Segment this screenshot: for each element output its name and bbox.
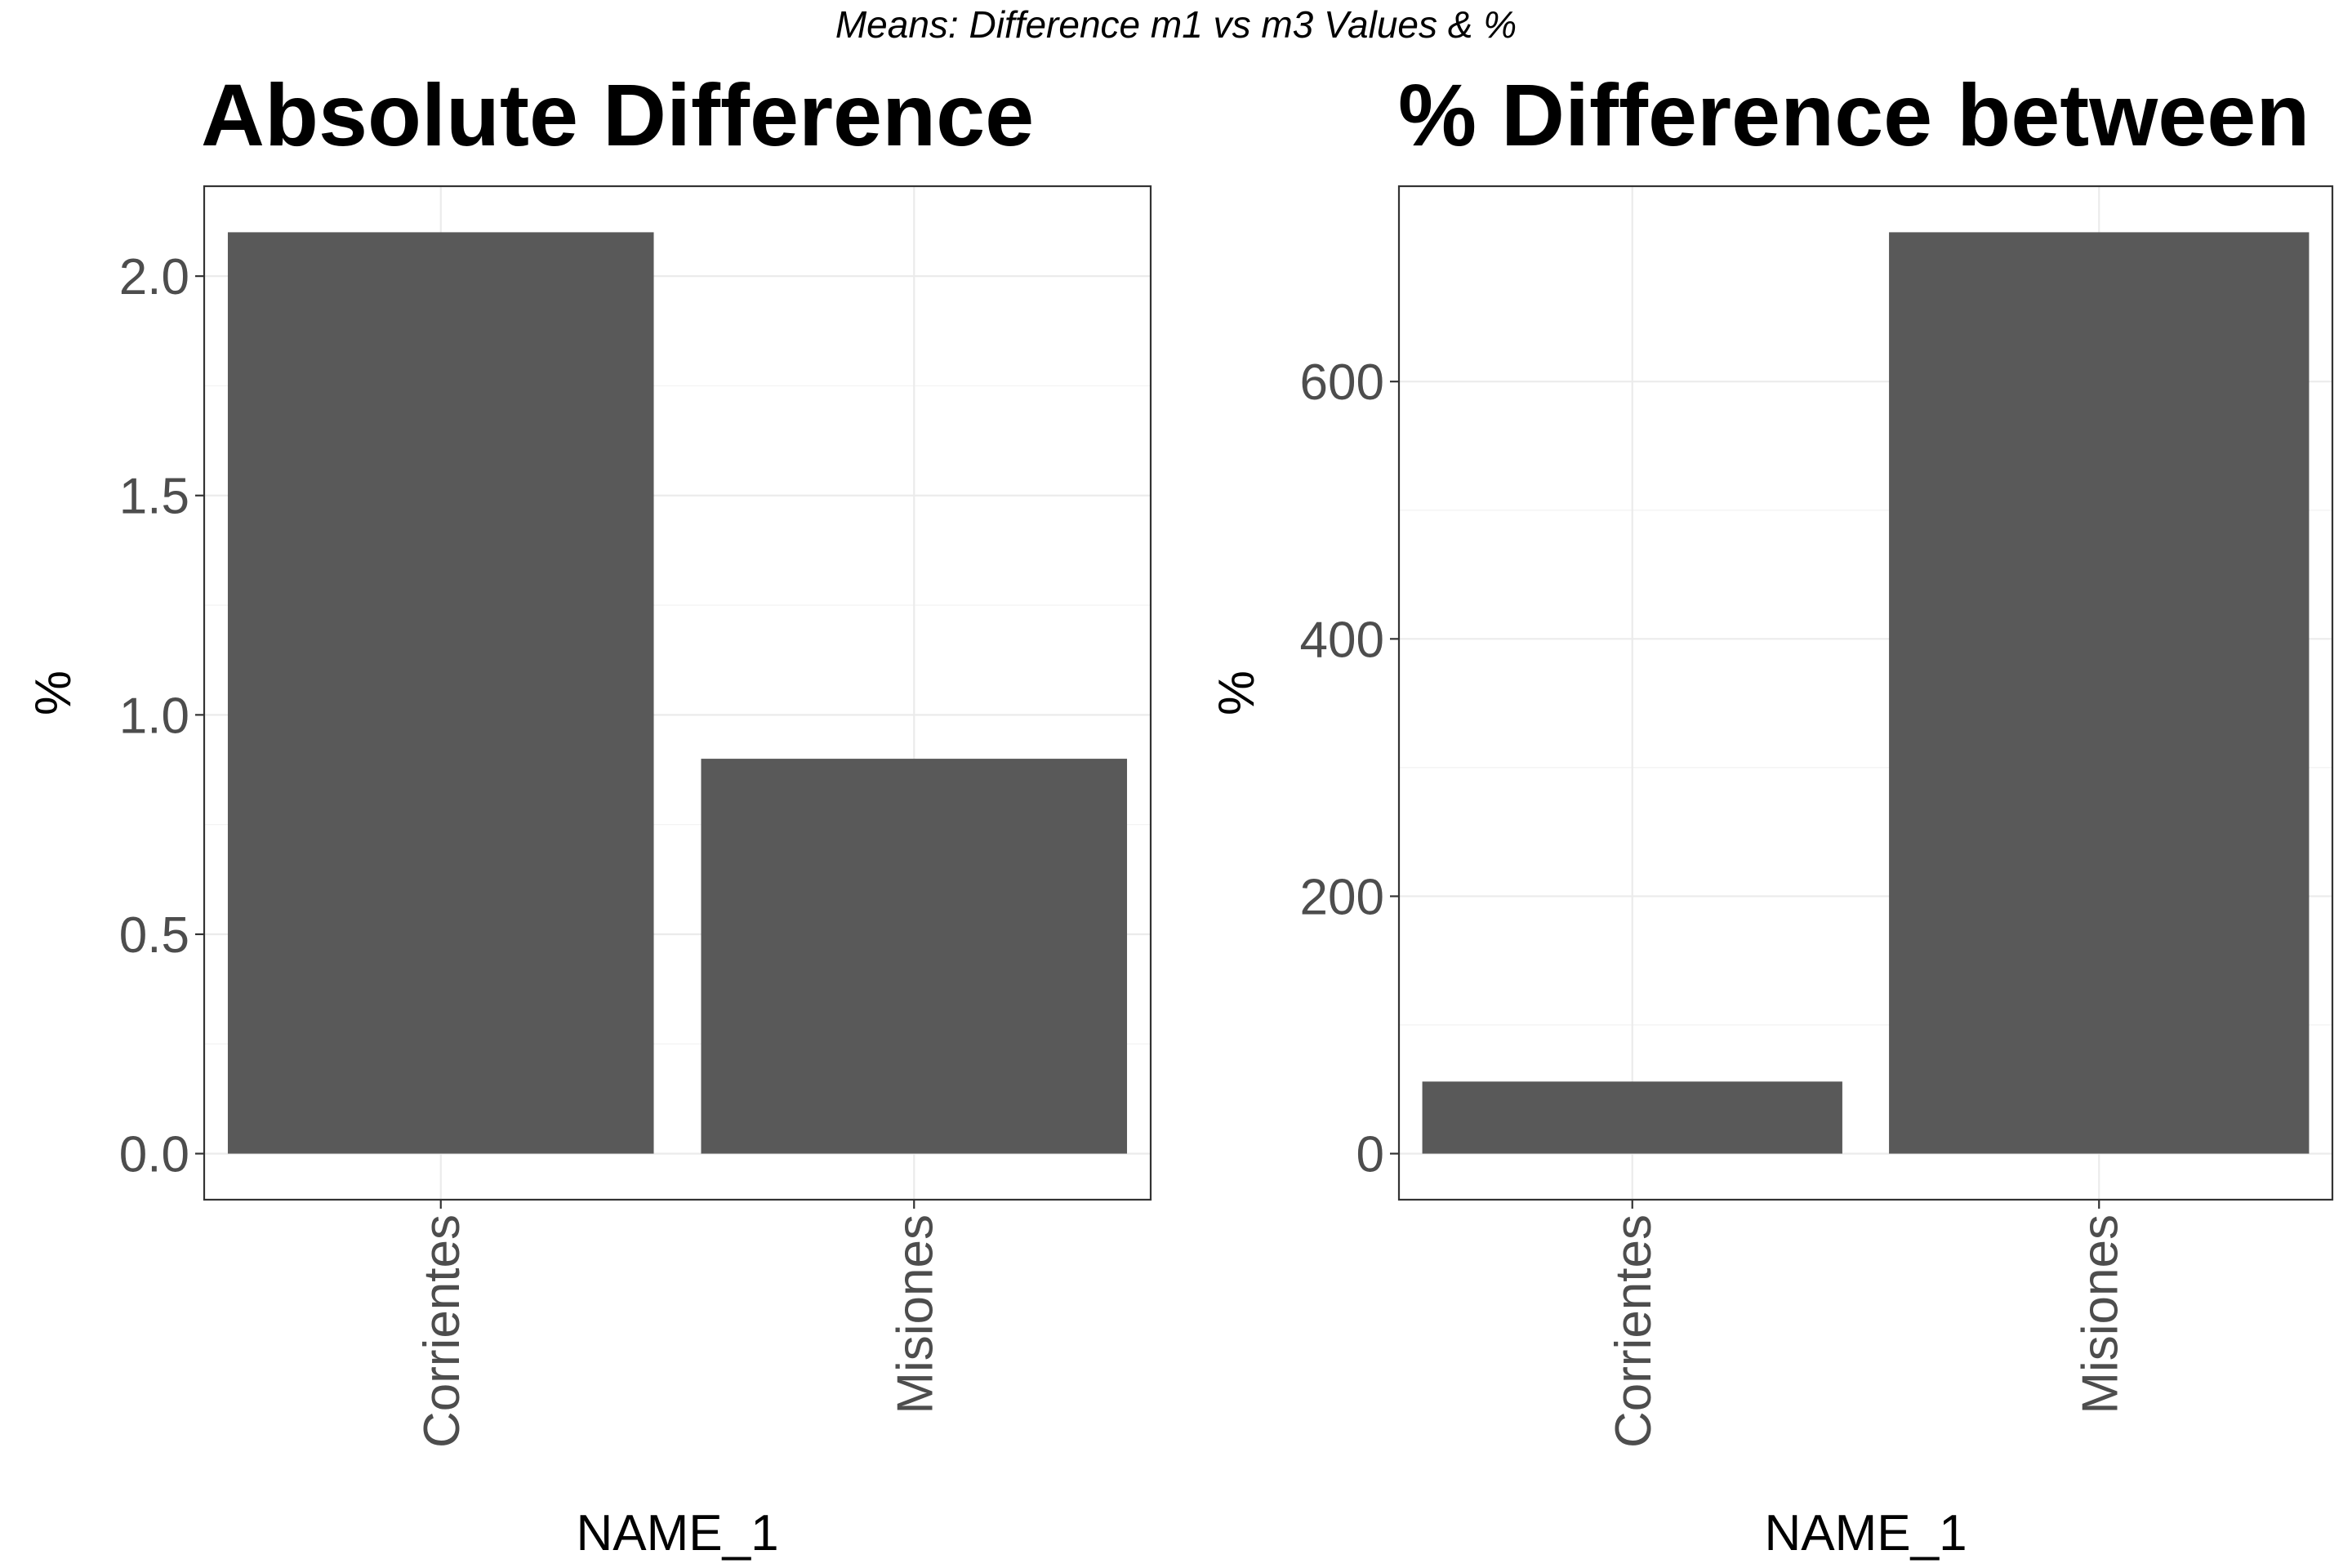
panel-border <box>1397 185 2334 1201</box>
bar-corrientes <box>1422 1081 1842 1154</box>
panel-border <box>203 185 1152 1201</box>
bar-corrientes <box>227 232 654 1154</box>
x-tick-label: Misiones <box>887 1214 943 1414</box>
panel-title: Absolute Difference <box>201 65 1034 164</box>
y-tick-label: 0.0 <box>119 1127 189 1183</box>
y-tick-label: 600 <box>1300 354 1384 411</box>
chart-panels: 0.0 0.5 1.0 1.5 2.0 Corrientes Misiones Absolut… <box>25 65 2334 1561</box>
x-tick-label: Corrientes <box>414 1214 470 1448</box>
panel-1: 0.0 0.5 1.0 1.5 2.0 Corrientes Misiones Absolut… <box>25 65 1152 1561</box>
panel-2: 0 200 400 600 Corrientes Misiones % Difference… <box>1209 65 2334 1561</box>
y-tick-label: 400 <box>1300 612 1384 668</box>
y-tick-label: 0 <box>1356 1127 1384 1183</box>
y-tick-label: 2.0 <box>119 249 189 305</box>
bar-misiones <box>701 759 1128 1154</box>
y-tick-label: 1.5 <box>119 469 189 525</box>
y-tick-label: 0.5 <box>119 907 189 964</box>
figure-suptitle: Means: Difference m1 vs m3 Values & % <box>835 3 1517 46</box>
x-axis-label: NAME_1 <box>1764 1505 1967 1561</box>
x-tick-label: Misiones <box>2072 1214 2128 1414</box>
y-axis-label: % <box>1209 670 1265 715</box>
x-axis-label: NAME_1 <box>576 1505 778 1561</box>
y-tick-label: 1.0 <box>119 688 189 744</box>
y-tick-label: 200 <box>1300 869 1384 925</box>
x-tick-label: Corrientes <box>1606 1214 1662 1448</box>
y-axis-label: % <box>25 670 82 715</box>
panel-title: % Difference between <box>1398 65 2310 164</box>
bar-misiones <box>1889 232 2310 1154</box>
